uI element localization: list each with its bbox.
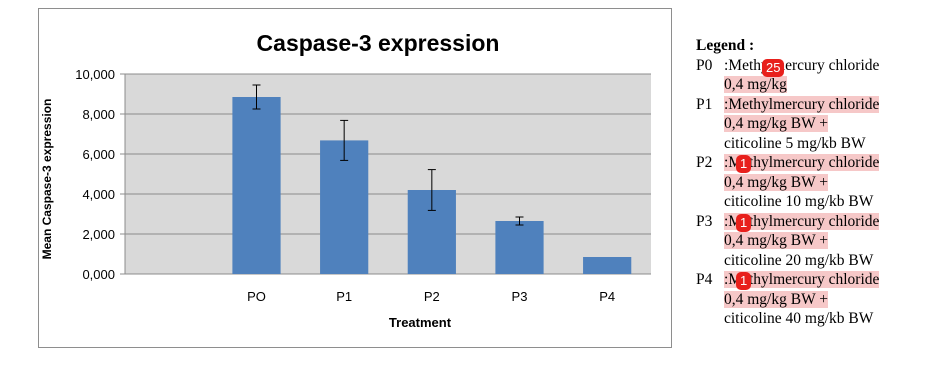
- annotation-badge: 1: [736, 272, 752, 290]
- legend-entry-p4: P4 :Methylmercury chloride 0,4 mg/kg BW …: [696, 270, 946, 329]
- bar: [583, 257, 632, 274]
- bar: [232, 97, 281, 274]
- legend-entry-p0: P0 :Methylmercury chloride 0,4 mg/kg: [696, 56, 946, 95]
- x-tick-label: P3: [512, 289, 528, 304]
- y-tick-label: 10,000: [75, 67, 115, 82]
- legend-line: 0,4 mg/kg BW +: [724, 115, 829, 132]
- bar: [495, 221, 544, 274]
- legend-line: :Methylmercury chloride: [724, 154, 880, 171]
- legend-line: 0,4 mg/kg BW +: [724, 232, 829, 249]
- legend-entry-p3: P3 :Methylmercury chloride 0,4 mg/kg BW …: [696, 212, 946, 271]
- y-axis-label: Mean Caspase-3 expression: [40, 99, 54, 260]
- legend-line: citicoline 40 mg/kb BW: [724, 310, 874, 327]
- y-tick-label: 8,000: [82, 107, 115, 122]
- legend-line: :Methylmercury chloride: [724, 212, 880, 230]
- legend-line: 0,4 mg/kg BW +: [724, 173, 829, 191]
- chart-container: 0,000 2,000 4,000 6,000 8,000 10,000 PO P1 P2 P3 P…: [38, 8, 672, 348]
- annotation-badge: 25: [762, 59, 785, 77]
- annotation-badge: 1: [736, 155, 752, 173]
- legend-line: citicoline 5 mg/kb BW: [724, 134, 866, 152]
- chart-title: Caspase-3 expression: [257, 30, 500, 56]
- legend-entry-p1: P1 :Methylmercury chloride 0,4 mg/kg BW …: [696, 95, 946, 154]
- legend-line: 0,4 mg/kg: [724, 76, 787, 93]
- legend-code: P2: [696, 154, 713, 171]
- y-tick-label: 6,000: [82, 147, 115, 162]
- legend-code: P3: [696, 212, 713, 230]
- legend-line: :Methylmercury chloride: [724, 95, 880, 113]
- legend-panel: Legend : P0 :Methylmercury chloride 0,4 …: [696, 36, 946, 329]
- bar-chart: 0,000 2,000 4,000 6,000 8,000 10,000 PO P1 P2 P3 P…: [40, 30, 651, 330]
- legend-line: :Methylmercury chloride: [724, 56, 880, 74]
- legend-code: P0: [696, 56, 713, 74]
- y-tick-label: 2,000: [82, 227, 115, 242]
- bar: [320, 140, 369, 274]
- x-tick-label: P4: [599, 289, 615, 304]
- y-tick-label: 0,000: [82, 267, 115, 282]
- x-tick-label: P2: [424, 289, 440, 304]
- legend-line: :Methylmercury chloride: [724, 271, 880, 288]
- legend-line: 0,4 mg/kg BW +: [724, 290, 829, 308]
- plot-area: [125, 74, 651, 274]
- x-tick-label: P1: [336, 289, 352, 304]
- legend-code: P4: [696, 271, 713, 288]
- x-tick-label: PO: [247, 289, 266, 304]
- legend-line: citicoline 20 mg/kb BW: [724, 251, 874, 269]
- legend-code: P1: [696, 95, 713, 113]
- y-tick-label: 4,000: [82, 187, 115, 202]
- legend-entry-p2: P2 :Methylmercury chloride 0,4 mg/kg BW …: [696, 153, 946, 212]
- x-axis-label: Treatment: [389, 315, 452, 330]
- legend-line: citicoline 10 mg/kb BW: [724, 193, 874, 210]
- annotation-badge: 1: [736, 214, 752, 232]
- legend-title: Legend :: [696, 37, 755, 54]
